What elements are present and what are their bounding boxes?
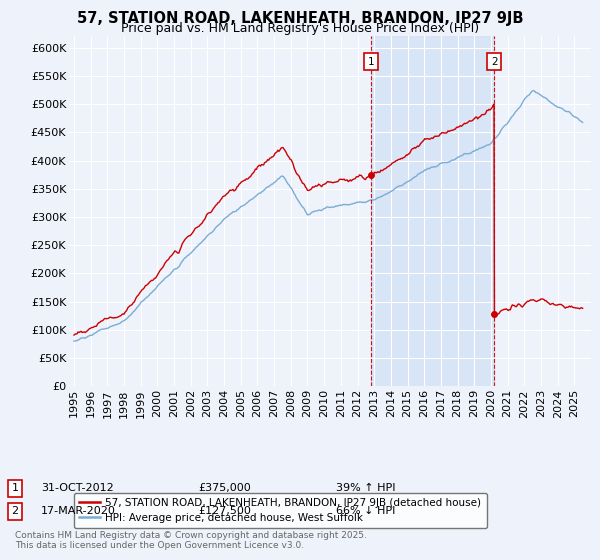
Text: Price paid vs. HM Land Registry's House Price Index (HPI): Price paid vs. HM Land Registry's House … xyxy=(121,22,479,35)
Text: 31-OCT-2012: 31-OCT-2012 xyxy=(41,483,113,493)
Text: £127,500: £127,500 xyxy=(198,506,251,516)
Text: 39% ↑ HPI: 39% ↑ HPI xyxy=(336,483,395,493)
Text: 17-MAR-2020: 17-MAR-2020 xyxy=(41,506,116,516)
Text: 1: 1 xyxy=(11,483,19,493)
Bar xyxy=(371,36,494,386)
Text: Contains HM Land Registry data © Crown copyright and database right 2025.
This d: Contains HM Land Registry data © Crown c… xyxy=(15,530,367,550)
Text: 66% ↓ HPI: 66% ↓ HPI xyxy=(336,506,395,516)
Text: £375,000: £375,000 xyxy=(198,483,251,493)
Text: 1: 1 xyxy=(368,57,374,67)
Legend: 57, STATION ROAD, LAKENHEATH, BRANDON, IP27 9JB (detached house), HPI: Average p: 57, STATION ROAD, LAKENHEATH, BRANDON, I… xyxy=(74,493,487,528)
Text: 57, STATION ROAD, LAKENHEATH, BRANDON, IP27 9JB: 57, STATION ROAD, LAKENHEATH, BRANDON, I… xyxy=(77,11,523,26)
Text: 2: 2 xyxy=(11,506,19,516)
Text: 2: 2 xyxy=(491,57,498,67)
